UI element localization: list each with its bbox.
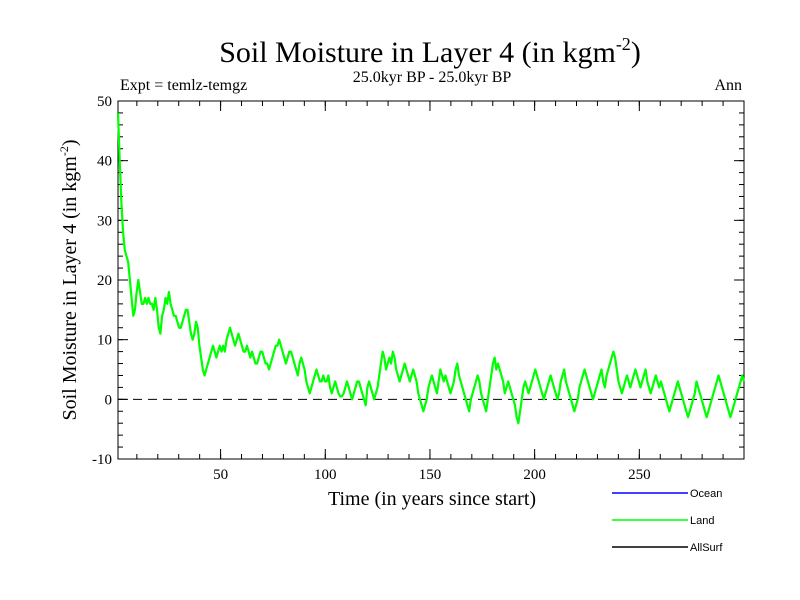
y-axis-label-close: ) xyxy=(59,139,81,146)
y-tick-label: 30 xyxy=(97,213,112,229)
x-tick-label: 250 xyxy=(628,467,651,483)
x-tick-label: 50 xyxy=(213,467,228,483)
x-tick-label: 150 xyxy=(419,467,442,483)
series-line-land xyxy=(116,112,746,425)
plot-frame xyxy=(117,100,745,460)
chart-title-close: ) xyxy=(631,36,641,69)
x-tick-label: 200 xyxy=(523,467,546,483)
legend: Ocean Land AllSurf xyxy=(612,488,723,554)
x-axis-ticks: 50 100 150 200 250 xyxy=(213,101,651,483)
legend-label-ocean: Ocean xyxy=(690,488,722,500)
x-tick-label: 100 xyxy=(314,467,337,483)
y-axis-label-main: Soil Moisture in Layer 4 (in kgm xyxy=(59,156,81,421)
season-label: Ann xyxy=(714,77,742,94)
y-tick-label: -10 xyxy=(92,452,112,468)
y-tick-label: 0 xyxy=(105,392,113,408)
chart-title: Soil Moisture in Layer 4 (in kgm-2) xyxy=(219,34,641,69)
x-axis-label: Time (in years since start) xyxy=(328,488,536,510)
minor-ticks xyxy=(118,100,745,460)
y-tick-label: 10 xyxy=(97,333,112,349)
y-axis-label: Soil Moisture in Layer 4 (in kgm-2) xyxy=(57,139,81,420)
legend-label-land: Land xyxy=(690,515,714,527)
y-axis-label-superscript: -2 xyxy=(57,146,71,156)
expt-label: Expt = temlz-temgz xyxy=(120,77,247,94)
y-tick-label: 20 xyxy=(97,273,112,289)
legend-label-allsurf: AllSurf xyxy=(690,542,723,554)
y-tick-label: 40 xyxy=(97,154,112,170)
y-tick-label: 50 xyxy=(97,94,112,110)
y-axis-ticks: -10 0 10 20 30 40 50 xyxy=(92,94,744,468)
plot-area: 50 100 150 200 250 -10 0 10 20 30 40 50 xyxy=(92,94,746,483)
chart-title-main: Soil Moisture in Layer 4 (in kgm xyxy=(219,36,616,69)
chart-subtitle: 25.0kyr BP - 25.0kyr BP xyxy=(353,69,512,86)
chart-title-superscript: -2 xyxy=(616,34,631,54)
